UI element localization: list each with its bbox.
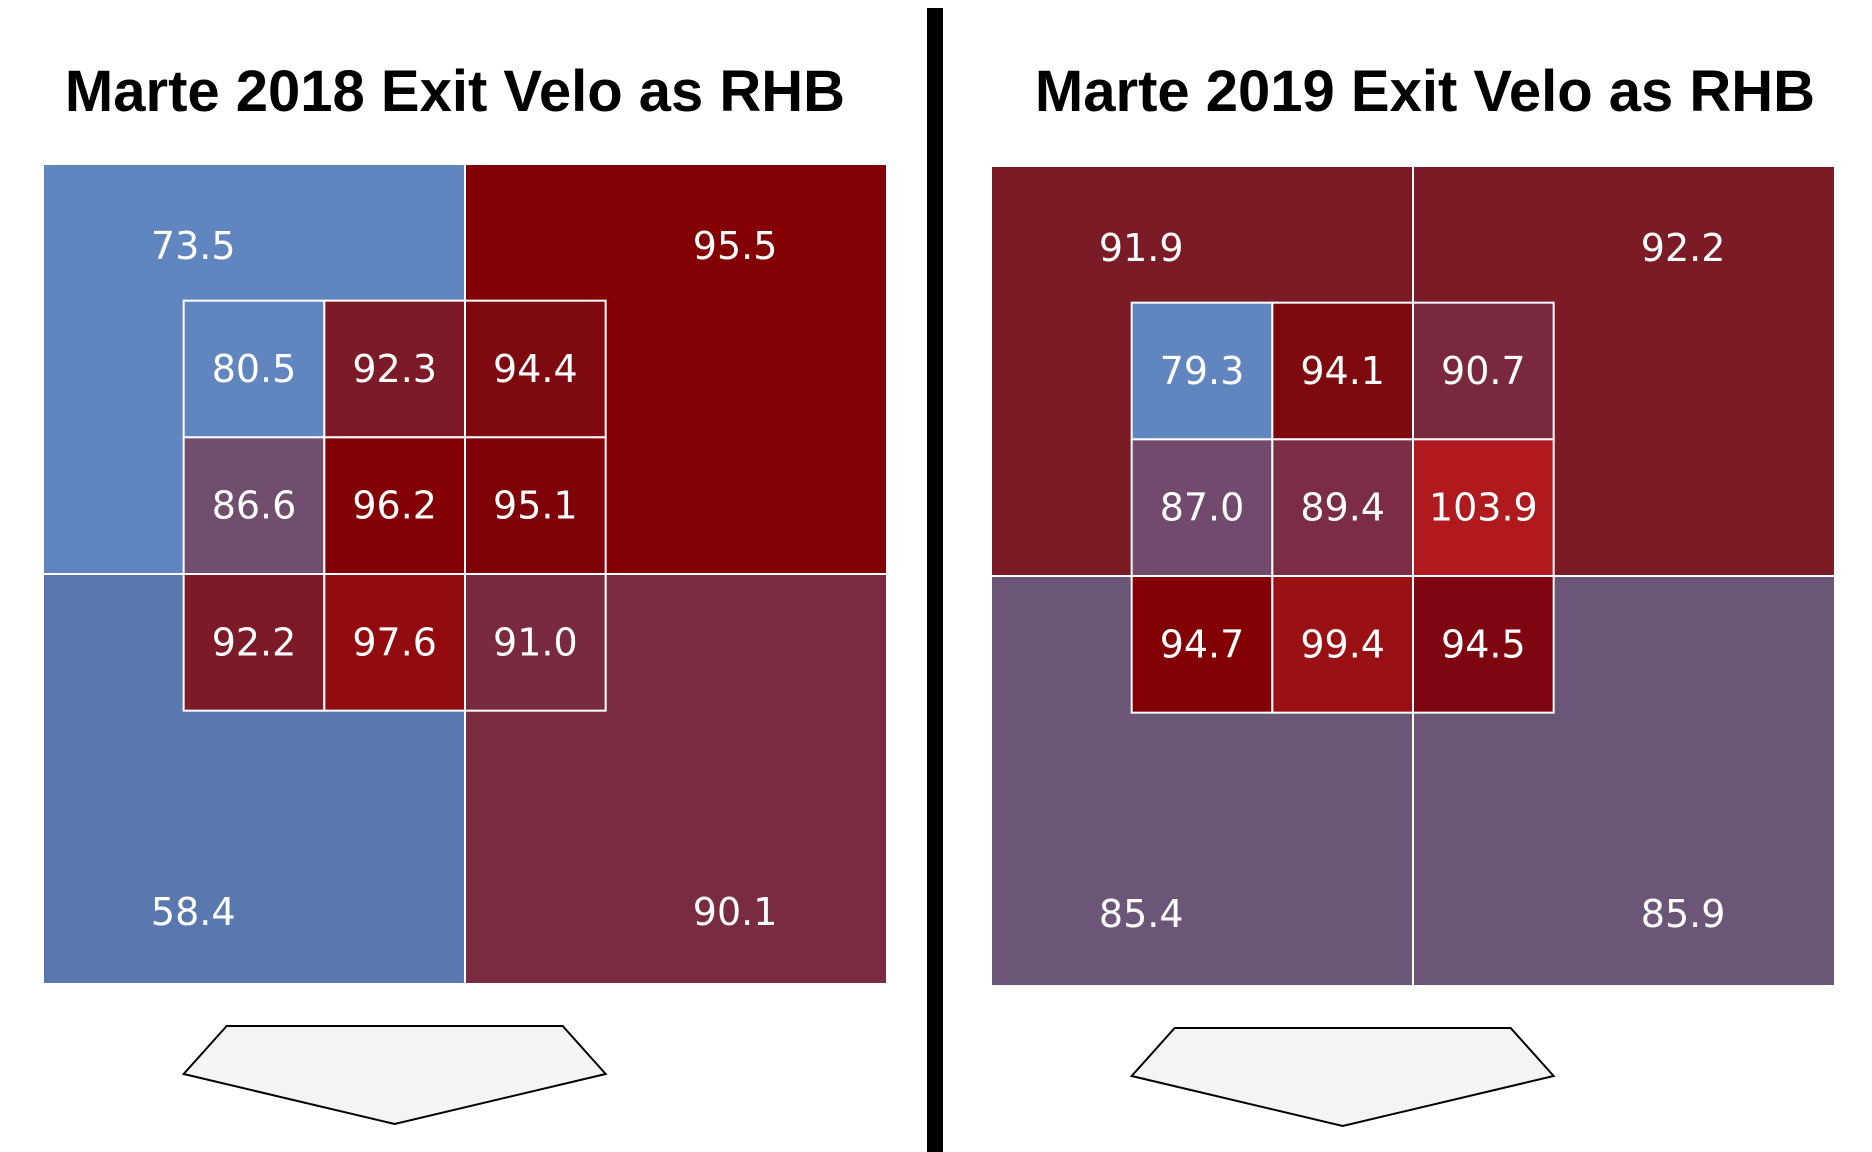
inner-zone-1-2 [1412,438,1555,578]
outer-zone-label-top-left: 73.5 [151,224,236,268]
inner-zone-label-0-0: 79.3 [1160,349,1245,393]
inner-zone-1-0 [182,436,326,576]
home-plate [1129,1027,1556,1128]
inner-zone-1-0 [1130,438,1274,578]
heatmap-2019: 91.9 92.2 85.4 85.9 79.3 94.1 90.7 87.0 89.4 103.… [990,165,1836,1128]
inner-zone-label-1-0: 86.6 [212,484,297,528]
inner-zone-1-2 [464,436,607,576]
panel-divider [927,8,943,1152]
inner-zone-label-1-2: 95.1 [493,484,578,528]
inner-zone-0-0 [182,299,326,439]
chart-title-2018: Marte 2018 Exit Velo as RHB [64,59,846,124]
home-plate [181,1025,608,1126]
inner-zone-label-1-2: 103.9 [1429,486,1538,530]
inner-zone-0-1 [1271,301,1415,441]
chart-title-2019: Marte 2019 Exit Velo as RHB [1034,59,1816,124]
outer-zone-label-top-right: 95.5 [693,224,778,268]
outer-zone-label-bottom-left: 85.4 [1099,892,1184,936]
inner-zone-0-0 [1130,301,1274,441]
inner-zone-label-0-1: 92.3 [352,347,437,391]
inner-zone-label-2-2: 91.0 [493,620,578,664]
inner-zone-label-0-2: 90.7 [1441,349,1526,393]
inner-zone-2-2 [1412,575,1555,714]
inner-zone-label-0-2: 94.4 [493,347,578,391]
heatmap-2018: 73.5 95.5 58.4 90.1 80.5 92.3 94.4 86.6 96.2 95.1… [42,163,888,1126]
inner-zone-label-2-0: 92.2 [212,620,297,664]
inner-zone-label-2-2: 94.5 [1441,622,1526,666]
inner-zone-2-0 [182,573,326,712]
inner-zone-label-1-1: 96.2 [352,484,437,528]
inner-zone-label-0-0: 80.5 [212,347,297,391]
outer-zone-label-top-right: 92.2 [1641,226,1726,270]
inner-zone-label-2-1: 99.4 [1300,622,1385,666]
inner-zone-2-2 [464,573,607,712]
outer-zone-label-bottom-right: 85.9 [1641,892,1726,936]
inner-zone-2-1 [1271,575,1415,714]
inner-zone-label-1-0: 87.0 [1160,486,1245,530]
inner-zone-2-1 [323,573,467,712]
inner-zone-label-2-1: 97.6 [352,620,437,664]
outer-zone-label-top-left: 91.9 [1099,226,1184,270]
inner-zone-label-2-0: 94.7 [1160,622,1245,666]
inner-zone-label-0-1: 94.1 [1300,349,1385,393]
outer-zone-label-bottom-right: 90.1 [693,890,778,934]
inner-zone-label-1-1: 89.4 [1300,486,1385,530]
inner-zone-0-2 [1412,301,1555,441]
outer-zone-label-bottom-left: 58.4 [151,890,236,934]
